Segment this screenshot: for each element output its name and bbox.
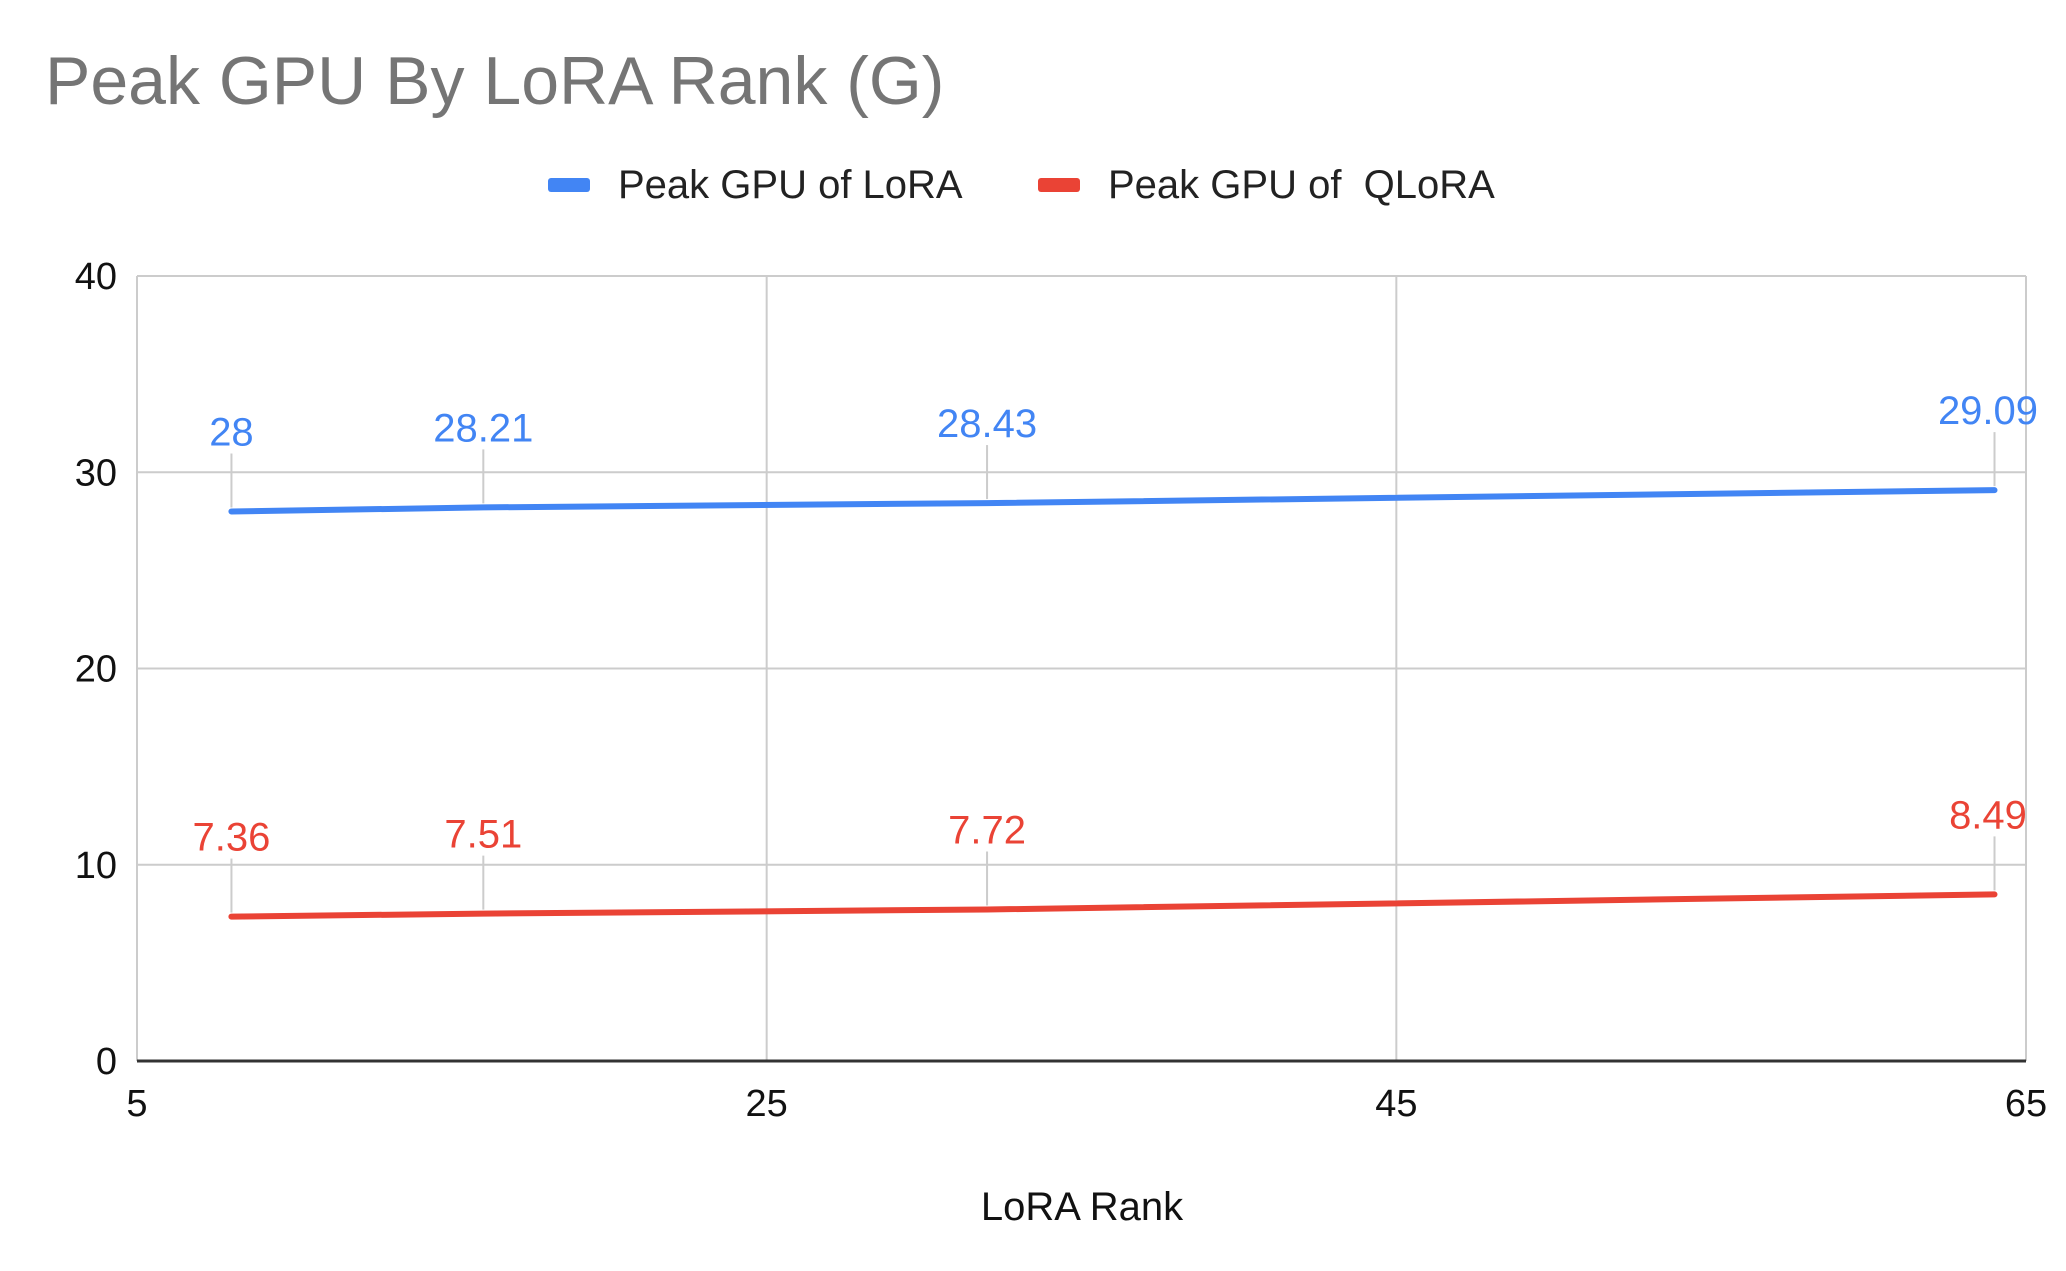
x-tick-label: 5 (126, 1083, 147, 1125)
data-label: 8.49 (1949, 793, 2027, 837)
data-labels: 28 28.21 28.43 29.09 7.36 7.51 7.72 8.49 (193, 389, 2038, 913)
legend-swatch-lora (548, 178, 590, 192)
x-tick-label: 65 (2005, 1083, 2047, 1125)
data-label: 28 (209, 411, 254, 455)
legend-item-lora: Peak GPU of LoRA (548, 155, 963, 215)
series-line-1 (228, 891, 1998, 920)
y-tick-label: 40 (75, 256, 117, 298)
y-tick-label: 10 (75, 845, 117, 887)
legend: Peak GPU of LoRA Peak GPU of QLoRA (0, 155, 2066, 215)
data-label: 28.21 (433, 406, 533, 450)
axes: 0 10 20 30 40 5 25 45 65 (75, 256, 2047, 1125)
data-label: 29.09 (1938, 389, 2038, 433)
y-tick-label: 0 (96, 1041, 117, 1083)
data-label: 7.51 (444, 813, 522, 857)
data-label: 7.72 (948, 808, 1026, 852)
y-tick-label: 30 (75, 452, 117, 494)
data-label: 7.36 (193, 816, 271, 860)
x-tick-label: 25 (746, 1083, 788, 1125)
data-label: 28.43 (937, 402, 1037, 446)
x-axis-title: LoRA Rank (981, 1185, 1184, 1229)
series-line-0 (228, 487, 1998, 515)
legend-swatch-qlora (1038, 178, 1080, 192)
series (228, 487, 1998, 920)
y-tick-label: 20 (75, 649, 117, 691)
legend-label-lora: Peak GPU of LoRA (618, 162, 963, 207)
legend-label-qlora: Peak GPU of QLoRA (1108, 162, 1495, 207)
legend-item-qlora: Peak GPU of QLoRA (1038, 155, 1495, 215)
x-tick-label: 45 (1375, 1083, 1417, 1125)
grid (136, 275, 2027, 1061)
chart-title: Peak GPU By LoRA Rank (G) (45, 43, 945, 119)
